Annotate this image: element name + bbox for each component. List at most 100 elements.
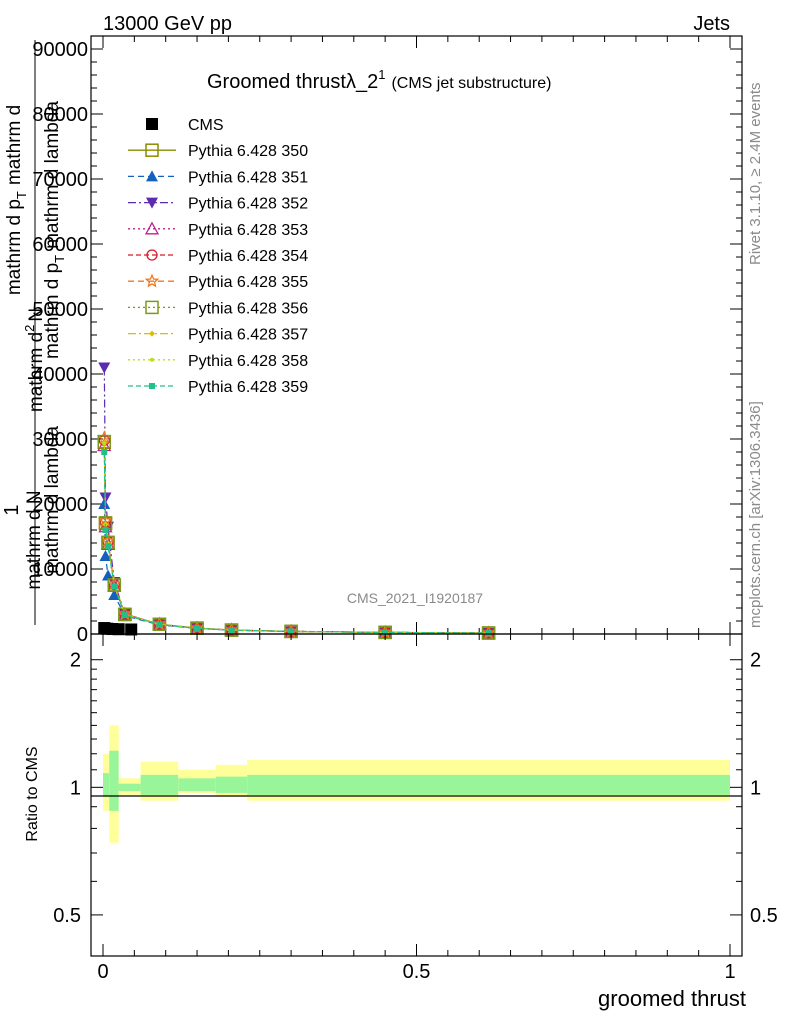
legend-marker <box>146 118 158 130</box>
legend-label: Pythia 6.428 359 <box>188 379 308 396</box>
legend-entry: Pythia 6.428 359 <box>128 379 308 396</box>
legend-marker <box>149 330 155 337</box>
legend-marker <box>144 221 160 235</box>
legend-label: Pythia 6.428 358 <box>188 353 308 370</box>
upper-y-label: 1 mathrm d2N mathrm d N mathrm d pTmathr… <box>1 40 67 625</box>
legend: CMS Pythia 6.428 350 Pythia 6.428 351 Pythi… <box>128 117 308 396</box>
series-point <box>194 625 201 632</box>
legend-label: Pythia 6.428 351 <box>188 169 308 186</box>
legend-label: CMS <box>188 117 224 134</box>
series-point <box>107 578 122 592</box>
series-pythia-6.428-356 <box>97 434 496 640</box>
legend-entry: Pythia 6.428 356 <box>128 300 308 317</box>
legend-entry: Pythia 6.428 354 <box>128 248 308 265</box>
series-cms <box>98 622 138 636</box>
series-point <box>118 607 132 622</box>
series-point <box>156 621 163 628</box>
series-point <box>228 627 235 634</box>
header-right: Jets <box>693 13 730 35</box>
ylabel-line-c: mathrm d pTmathrm d lambda <box>42 101 67 359</box>
legend-marker <box>150 357 154 362</box>
legend-entry: Pythia 6.428 350 <box>128 143 308 160</box>
series-line <box>103 503 489 634</box>
legend-marker <box>145 300 159 315</box>
legend-entry: Pythia 6.428 357 <box>128 327 308 344</box>
upper-ytick-label: 30000 <box>32 429 88 451</box>
analysis-label: CMS_2021_I1920187 <box>347 590 483 606</box>
series-pythia-6.428-350 <box>97 435 496 640</box>
legend-marker <box>144 273 160 288</box>
upper-ytick-label: 50000 <box>32 299 88 321</box>
legend-label: Pythia 6.428 355 <box>188 274 308 291</box>
series-point <box>108 589 121 600</box>
ylabel-line-d: mathrm d pTmathrm d <box>4 105 29 295</box>
series-pythia-6.428-354 <box>98 434 495 639</box>
legend-label: Pythia 6.428 356 <box>188 300 308 317</box>
series-point <box>101 449 108 455</box>
series-pythia-6.428-351 <box>98 498 495 639</box>
legend-entry: Pythia 6.428 353 <box>128 221 308 239</box>
lower-ytick-label-right: 2 <box>750 650 761 672</box>
legend-marker <box>146 249 158 261</box>
ratio-band-green <box>247 774 730 795</box>
series-point <box>288 628 295 635</box>
upper-ytick-label: 60000 <box>32 234 88 256</box>
ylabel-line-a: mathrm d2N <box>22 308 47 412</box>
lower-y-axis: 0.5 0.5 1 1 2 2 <box>53 650 778 927</box>
legend-entry: CMS <box>146 117 224 134</box>
upper-ytick-label: 80000 <box>32 104 88 126</box>
lower-ytick-label: 0.5 <box>53 905 81 927</box>
series-pythia-6.428-358 <box>102 441 491 636</box>
ratio-y-label: Ratio to CMS <box>24 746 41 841</box>
lower-x-axis: 0 0.5 1 <box>97 634 736 983</box>
series-point <box>102 441 107 446</box>
series-point <box>102 527 109 533</box>
series-point <box>111 583 118 590</box>
series-pythia-6.428-353 <box>97 438 496 639</box>
series-point <box>485 630 492 637</box>
legend-entry: Pythia 6.428 358 <box>128 353 308 370</box>
series-point <box>382 629 389 636</box>
ratio-bands <box>103 725 730 843</box>
chart-title-main: Groomed thrustλ_2 <box>207 71 378 93</box>
legend-marker <box>146 197 158 209</box>
lower-xtick-label: 1 <box>724 961 735 983</box>
upper-x-ticks <box>102 36 731 634</box>
series-point <box>99 550 112 561</box>
upper-ytick-label: 20000 <box>32 494 88 516</box>
series-point <box>121 612 128 619</box>
chart-title-sub: (CMS jet substructure) <box>391 75 551 92</box>
legend-label: Pythia 6.428 357 <box>188 327 308 344</box>
upper-ytick-label: 70000 <box>32 169 88 191</box>
legend-marker <box>145 143 159 157</box>
x-axis-label: groomed thrust <box>598 986 746 1011</box>
legend-marker <box>146 170 158 182</box>
legend-label: Pythia 6.428 354 <box>188 248 308 265</box>
ratio-band-green <box>118 783 141 792</box>
lower-ytick-label: 2 <box>70 650 81 672</box>
series-pythia-6.428-359 <box>101 449 492 637</box>
cms-point <box>125 623 138 636</box>
series-pythia-6.428-355 <box>96 429 496 640</box>
lower-xtick-label: 0.5 <box>403 961 431 983</box>
cms-point <box>112 623 125 636</box>
series-point <box>152 617 167 631</box>
legend-label: Pythia 6.428 353 <box>188 222 308 239</box>
rivet-label: Rivet 3.1.10, ≥ 2.4M events <box>747 83 764 266</box>
upper-ytick-label: 40000 <box>32 364 88 386</box>
lower-ytick-label-right: 0.5 <box>750 905 778 927</box>
upper-ytick-label: 10000 <box>32 559 88 581</box>
source-label: mcplots.cern.ch [arXiv:1306.3436] <box>747 401 764 628</box>
ratio-band-green <box>140 774 179 795</box>
upper-y-axis: 0 10000 20000 30000 40000 50000 60000 70000 8000… <box>32 39 742 646</box>
series-point <box>98 362 111 374</box>
series-point <box>105 543 112 550</box>
ratio-band-green <box>109 750 119 811</box>
legend-label: Pythia 6.428 352 <box>188 196 308 213</box>
ratio-band-green <box>215 776 248 793</box>
legend-label: Pythia 6.428 350 <box>188 143 308 160</box>
ylabel-line-e: mathrm d lambda <box>42 426 63 574</box>
upper-ytick-label: 90000 <box>32 39 88 61</box>
ylabel-numerator-1: 1 <box>1 504 23 515</box>
